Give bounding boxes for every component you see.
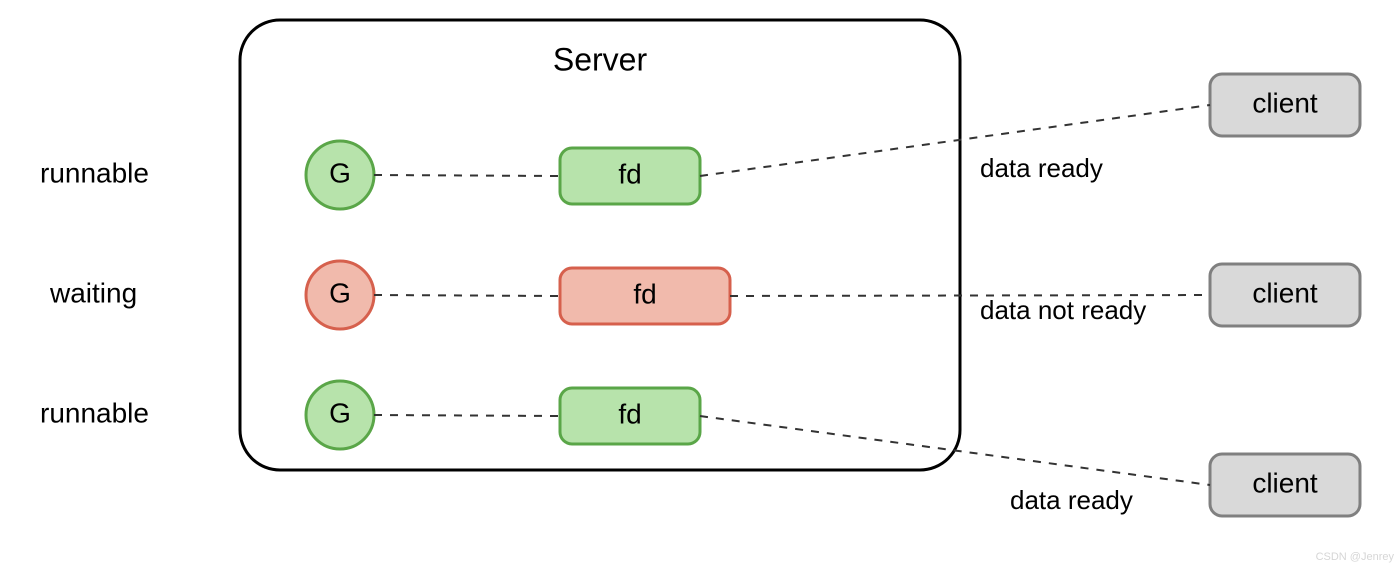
client-label-2: client — [1252, 467, 1318, 498]
client-label-0: client — [1252, 87, 1318, 118]
edge-fd-client-2 — [700, 416, 1210, 485]
edge-label-1: data not ready — [980, 295, 1146, 325]
edge-label-0: data ready — [980, 153, 1103, 183]
watermark: CSDN @Jenrey — [1316, 551, 1395, 563]
goroutine-label-1: G — [329, 277, 351, 308]
edge-label-2: data ready — [1010, 485, 1133, 515]
edge-g-fd-0 — [374, 175, 560, 176]
edge-g-fd-1 — [374, 295, 560, 296]
rows-group: runnable Gfd data ready waiting Gfd data not … — [40, 141, 1146, 515]
goroutine-label-0: G — [329, 157, 351, 188]
server-client-diagram: Server runnable Gfd data ready waiting Gfd da… — [0, 0, 1398, 566]
client-label-1: client — [1252, 277, 1318, 308]
state-label-2: runnable — [40, 397, 149, 428]
server-title: Server — [553, 41, 648, 77]
state-label-1: waiting — [49, 277, 137, 308]
edge-fd-client-0 — [700, 105, 1210, 176]
edge-g-fd-2 — [374, 415, 560, 416]
clients-group: client client client — [1210, 74, 1360, 516]
goroutine-label-2: G — [329, 397, 351, 428]
fd-label-2: fd — [618, 398, 641, 429]
state-label-0: runnable — [40, 157, 149, 188]
fd-label-0: fd — [618, 158, 641, 189]
fd-label-1: fd — [633, 278, 656, 309]
